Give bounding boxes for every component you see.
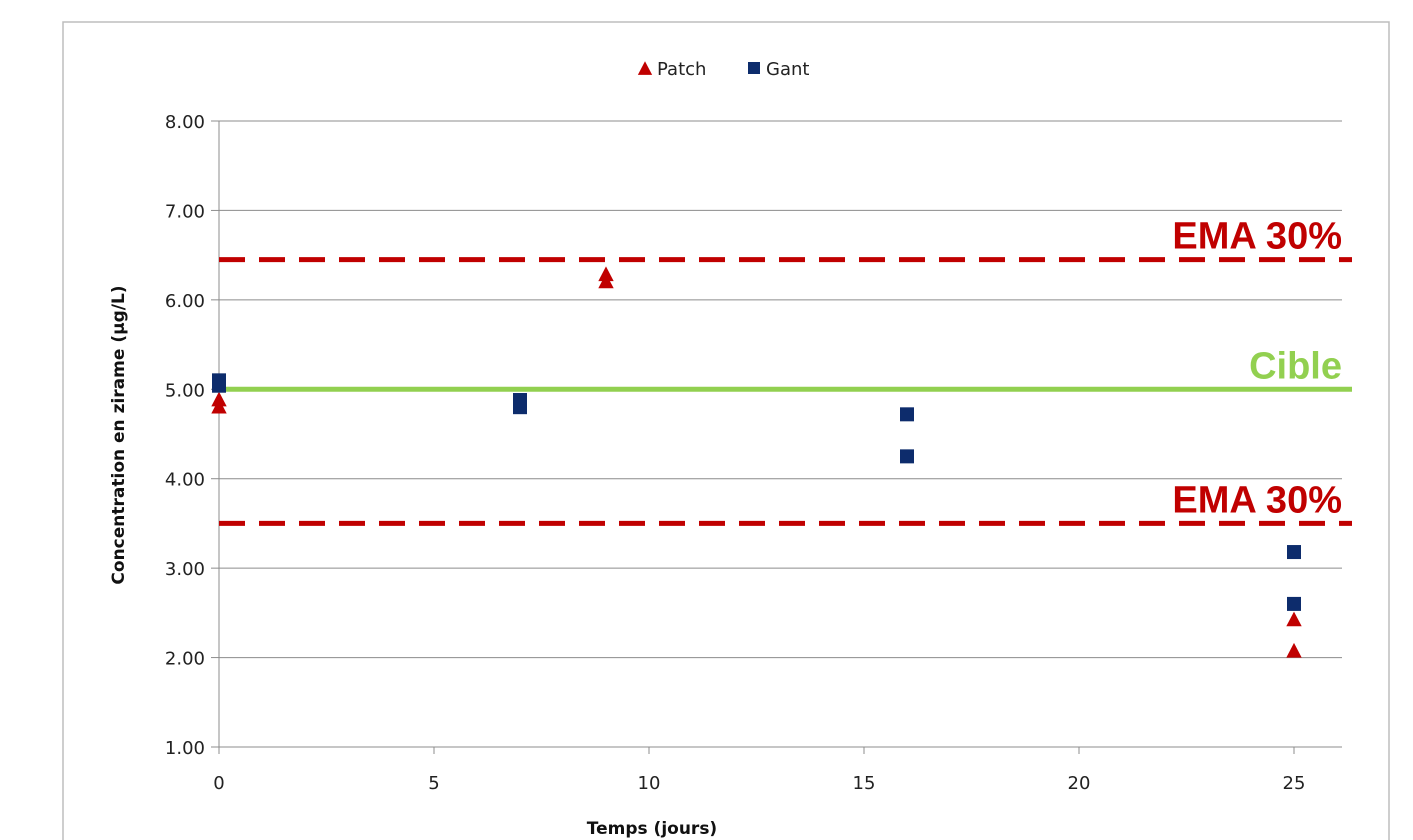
x-tick-label: 5 xyxy=(428,773,439,794)
patch-point xyxy=(211,391,227,407)
y-tick-label: 2.00 xyxy=(165,649,205,670)
gant-point xyxy=(900,407,914,422)
y-tick-label: 8.00 xyxy=(165,112,205,133)
x-tick-label: 0 xyxy=(213,773,224,794)
gant-point xyxy=(1287,545,1301,560)
gant-point xyxy=(513,393,527,408)
x-tick-label: 15 xyxy=(853,773,876,794)
x-tick-label: 25 xyxy=(1283,773,1306,794)
x-tick-label: 20 xyxy=(1068,773,1091,794)
legend-patch-marker xyxy=(637,61,653,75)
y-tick-label: 6.00 xyxy=(165,291,205,312)
y-tick-label: 5.00 xyxy=(165,380,205,401)
gant-point xyxy=(900,449,914,464)
patch-point xyxy=(1286,611,1302,627)
y-tick-label: 3.00 xyxy=(165,559,205,580)
legend-patch-label: Patch xyxy=(657,59,706,80)
legend-gant-label: Gant xyxy=(766,59,809,80)
reference-lines: EMA 30% Cible EMA 30% xyxy=(219,216,1352,526)
y-tick-label: 1.00 xyxy=(165,738,205,759)
y-tick-label: 4.00 xyxy=(165,470,205,491)
tick-labels: 1.00 2.00 3.00 4.00 5.00 6.00 7.00 8.00 0 5 10 15 20… xyxy=(165,112,1306,794)
gant-point xyxy=(212,373,226,388)
chart-border xyxy=(62,21,1390,840)
x-axis-title: Temps (jours) xyxy=(587,819,717,839)
y-tick-label: 7.00 xyxy=(165,201,205,222)
gant-point xyxy=(1287,596,1301,611)
ema-limit-label: EMA 30% xyxy=(1172,216,1342,258)
patch-point xyxy=(598,266,614,282)
legend-gant-marker xyxy=(748,62,760,74)
data-points xyxy=(211,266,1302,658)
target-label: Cible xyxy=(1249,345,1342,387)
ema-limit-label: EMA 30% xyxy=(1172,479,1342,521)
patch-point xyxy=(1286,642,1302,658)
y-axis-title: Concentration en zirame (µg/L) xyxy=(109,285,129,584)
x-tick-label: 10 xyxy=(638,773,661,794)
legend: Patch Gant xyxy=(637,59,809,80)
